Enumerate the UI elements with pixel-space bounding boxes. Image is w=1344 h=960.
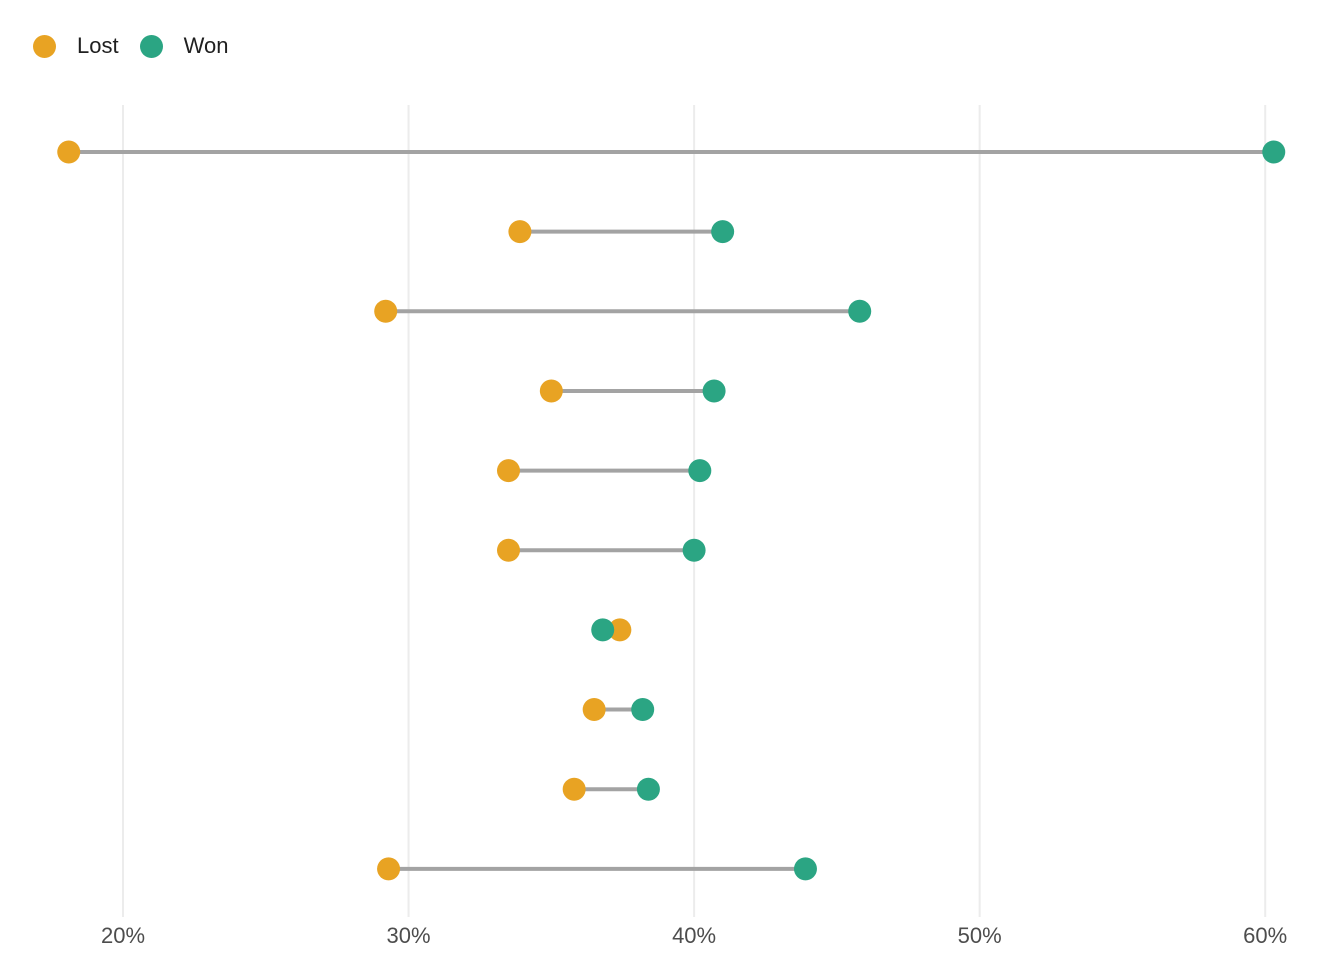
x-tick-label: 60% [1243,923,1287,948]
legend-label-lost: Lost [77,33,119,58]
won-dot [636,777,660,801]
x-tick-label: 30% [387,923,431,948]
won-dot [1262,140,1286,164]
legend-swatch-won-icon [139,34,163,58]
won-dot [682,538,706,562]
lost-dot [377,857,401,881]
won-dot [793,857,817,881]
won-dot [631,698,655,722]
lost-dot [562,777,586,801]
lost-dot [374,299,398,323]
lost-dot [57,140,81,164]
x-tick-label: 20% [101,923,145,948]
legend-swatch-lost-icon [33,34,56,58]
won-dot [711,220,735,244]
x-tick-label: 40% [672,923,716,948]
chart-legend: Lost Won [33,34,228,58]
won-dot [848,299,872,323]
legend-label-won: Won [183,33,229,58]
lost-dot [508,220,532,244]
won-dot [702,379,726,403]
won-dot [688,459,712,483]
won-dot [591,618,615,642]
lost-dot [496,538,520,562]
lost-dot [608,618,632,642]
lost-dot [582,698,606,722]
lost-dot [496,459,520,483]
lost-dot [539,379,563,403]
x-tick-label: 50% [958,923,1002,948]
